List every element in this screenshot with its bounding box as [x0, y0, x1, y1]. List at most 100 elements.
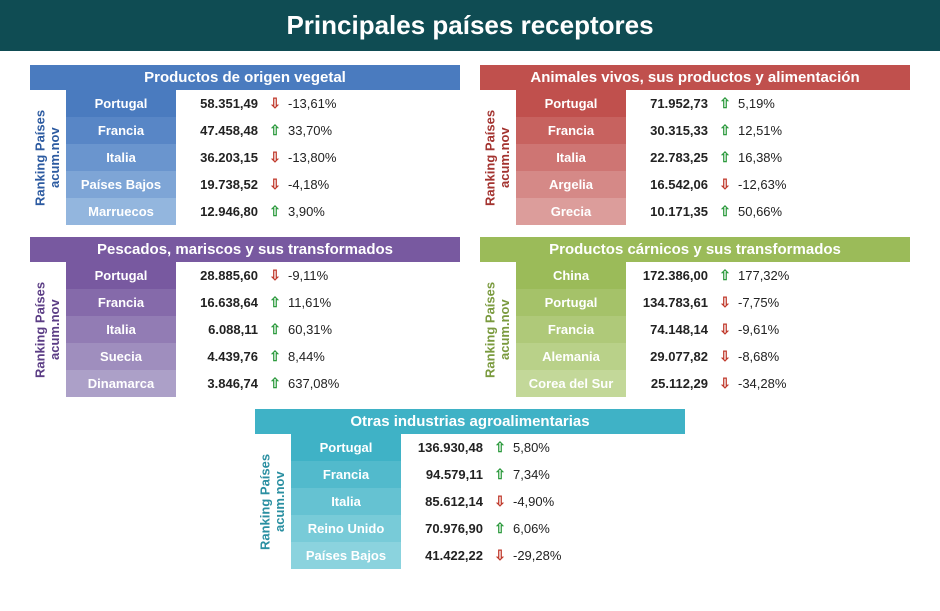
value-cell: 172.386,00	[626, 268, 716, 283]
country-cell: Portugal	[291, 434, 401, 461]
value-cell: 10.171,35	[626, 204, 716, 219]
ranking-side-label: Ranking Paísesacum.nov	[30, 90, 66, 225]
arrow-down-icon: ⇩	[716, 321, 734, 338]
percent-cell: 7,34%	[509, 467, 579, 482]
arrow-up-icon: ⇧	[716, 149, 734, 166]
country-cell: Corea del Sur	[516, 370, 626, 397]
section-header: Pescados, mariscos y sus transformados	[30, 237, 460, 262]
table-row: Dinamarca3.846,74⇧637,08%	[66, 370, 460, 397]
percent-cell: -9,61%	[734, 322, 804, 337]
value-cell: 71.952,73	[626, 96, 716, 111]
value-cell: 25.112,29	[626, 376, 716, 391]
arrow-up-icon: ⇧	[716, 203, 734, 220]
table-row: Portugal28.885,60⇩-9,11%	[66, 262, 460, 289]
section-body: Ranking Paísesacum.novPortugal28.885,60⇩…	[30, 262, 460, 397]
percent-cell: 16,38%	[734, 150, 804, 165]
table-row: Francia30.315,33⇧12,51%	[516, 117, 910, 144]
value-cell: 30.315,33	[626, 123, 716, 138]
value-cell: 22.783,25	[626, 150, 716, 165]
arrow-up-icon: ⇧	[266, 122, 284, 139]
value-cell: 3.846,74	[176, 376, 266, 391]
section-body: Ranking Paísesacum.novPortugal71.952,73⇧…	[480, 90, 910, 225]
percent-cell: 8,44%	[284, 349, 354, 364]
country-cell: Italia	[66, 144, 176, 171]
value-cell: 134.783,61	[626, 295, 716, 310]
arrow-down-icon: ⇩	[716, 375, 734, 392]
table-row: Portugal136.930,48⇧5,80%	[291, 434, 685, 461]
ranking-side-label: Ranking Paísesacum.nov	[480, 262, 516, 397]
percent-cell: 5,80%	[509, 440, 579, 455]
country-cell: Grecia	[516, 198, 626, 225]
table-row: Marruecos12.946,80⇧3,90%	[66, 198, 460, 225]
percent-cell: 637,08%	[284, 376, 354, 391]
arrow-down-icon: ⇩	[491, 547, 509, 564]
section-body: Ranking Paísesacum.novPortugal136.930,48…	[255, 434, 685, 569]
arrow-down-icon: ⇩	[266, 149, 284, 166]
country-cell: China	[516, 262, 626, 289]
section-header: Productos de origen vegetal	[30, 65, 460, 90]
rows: Portugal28.885,60⇩-9,11%Francia16.638,64…	[66, 262, 460, 397]
sections-container: Productos de origen vegetalRanking Paíse…	[0, 51, 940, 579]
section: Productos cárnicos y sus transformadosRa…	[480, 237, 910, 397]
country-cell: Italia	[291, 488, 401, 515]
table-row: Francia16.638,64⇧11,61%	[66, 289, 460, 316]
arrow-down-icon: ⇩	[266, 267, 284, 284]
table-row: China172.386,00⇧177,32%	[516, 262, 910, 289]
value-cell: 16.638,64	[176, 295, 266, 310]
arrow-down-icon: ⇩	[716, 294, 734, 311]
arrow-up-icon: ⇧	[266, 348, 284, 365]
arrow-down-icon: ⇩	[266, 176, 284, 193]
value-cell: 36.203,15	[176, 150, 266, 165]
rows: Portugal71.952,73⇧5,19%Francia30.315,33⇧…	[516, 90, 910, 225]
ranking-side-label: Ranking Paísesacum.nov	[255, 434, 291, 569]
table-row: Italia6.088,11⇧60,31%	[66, 316, 460, 343]
percent-cell: -8,68%	[734, 349, 804, 364]
percent-cell: 3,90%	[284, 204, 354, 219]
arrow-up-icon: ⇧	[491, 466, 509, 483]
value-cell: 28.885,60	[176, 268, 266, 283]
value-cell: 4.439,76	[176, 349, 266, 364]
section-header: Otras industrias agroalimentarias	[255, 409, 685, 434]
section-header: Productos cárnicos y sus transformados	[480, 237, 910, 262]
country-cell: Italia	[516, 144, 626, 171]
table-row: Países Bajos19.738,52⇩-4,18%	[66, 171, 460, 198]
value-cell: 85.612,14	[401, 494, 491, 509]
country-cell: Portugal	[66, 90, 176, 117]
rows: Portugal58.351,49⇩-13,61%Francia47.458,4…	[66, 90, 460, 225]
table-row: Alemania29.077,82⇩-8,68%	[516, 343, 910, 370]
value-cell: 41.422,22	[401, 548, 491, 563]
country-cell: Italia	[66, 316, 176, 343]
rows: China172.386,00⇧177,32%Portugal134.783,6…	[516, 262, 910, 397]
percent-cell: 33,70%	[284, 123, 354, 138]
value-cell: 70.976,90	[401, 521, 491, 536]
country-cell: Francia	[516, 117, 626, 144]
arrow-up-icon: ⇧	[266, 321, 284, 338]
country-cell: Dinamarca	[66, 370, 176, 397]
table-row: Portugal58.351,49⇩-13,61%	[66, 90, 460, 117]
arrow-up-icon: ⇧	[491, 439, 509, 456]
country-cell: Marruecos	[66, 198, 176, 225]
country-cell: Países Bajos	[66, 171, 176, 198]
arrow-up-icon: ⇧	[266, 203, 284, 220]
percent-cell: 60,31%	[284, 322, 354, 337]
percent-cell: -4,90%	[509, 494, 579, 509]
country-cell: Alemania	[516, 343, 626, 370]
table-row: Portugal134.783,61⇩-7,75%	[516, 289, 910, 316]
percent-cell: -13,80%	[284, 150, 354, 165]
section-header: Animales vivos, sus productos y alimenta…	[480, 65, 910, 90]
section: Pescados, mariscos y sus transformadosRa…	[30, 237, 460, 397]
country-cell: Francia	[66, 117, 176, 144]
percent-cell: 11,61%	[284, 295, 354, 310]
table-row: Italia85.612,14⇩-4,90%	[291, 488, 685, 515]
arrow-down-icon: ⇩	[491, 493, 509, 510]
section-body: Ranking Paísesacum.novPortugal58.351,49⇩…	[30, 90, 460, 225]
percent-cell: 177,32%	[734, 268, 804, 283]
value-cell: 16.542,06	[626, 177, 716, 192]
ranking-side-label: Ranking Paísesacum.nov	[30, 262, 66, 397]
value-cell: 19.738,52	[176, 177, 266, 192]
page-title: Principales países receptores	[0, 0, 940, 51]
value-cell: 6.088,11	[176, 322, 266, 337]
table-row: Reino Unido70.976,90⇧6,06%	[291, 515, 685, 542]
value-cell: 136.930,48	[401, 440, 491, 455]
table-row: Francia74.148,14⇩-9,61%	[516, 316, 910, 343]
